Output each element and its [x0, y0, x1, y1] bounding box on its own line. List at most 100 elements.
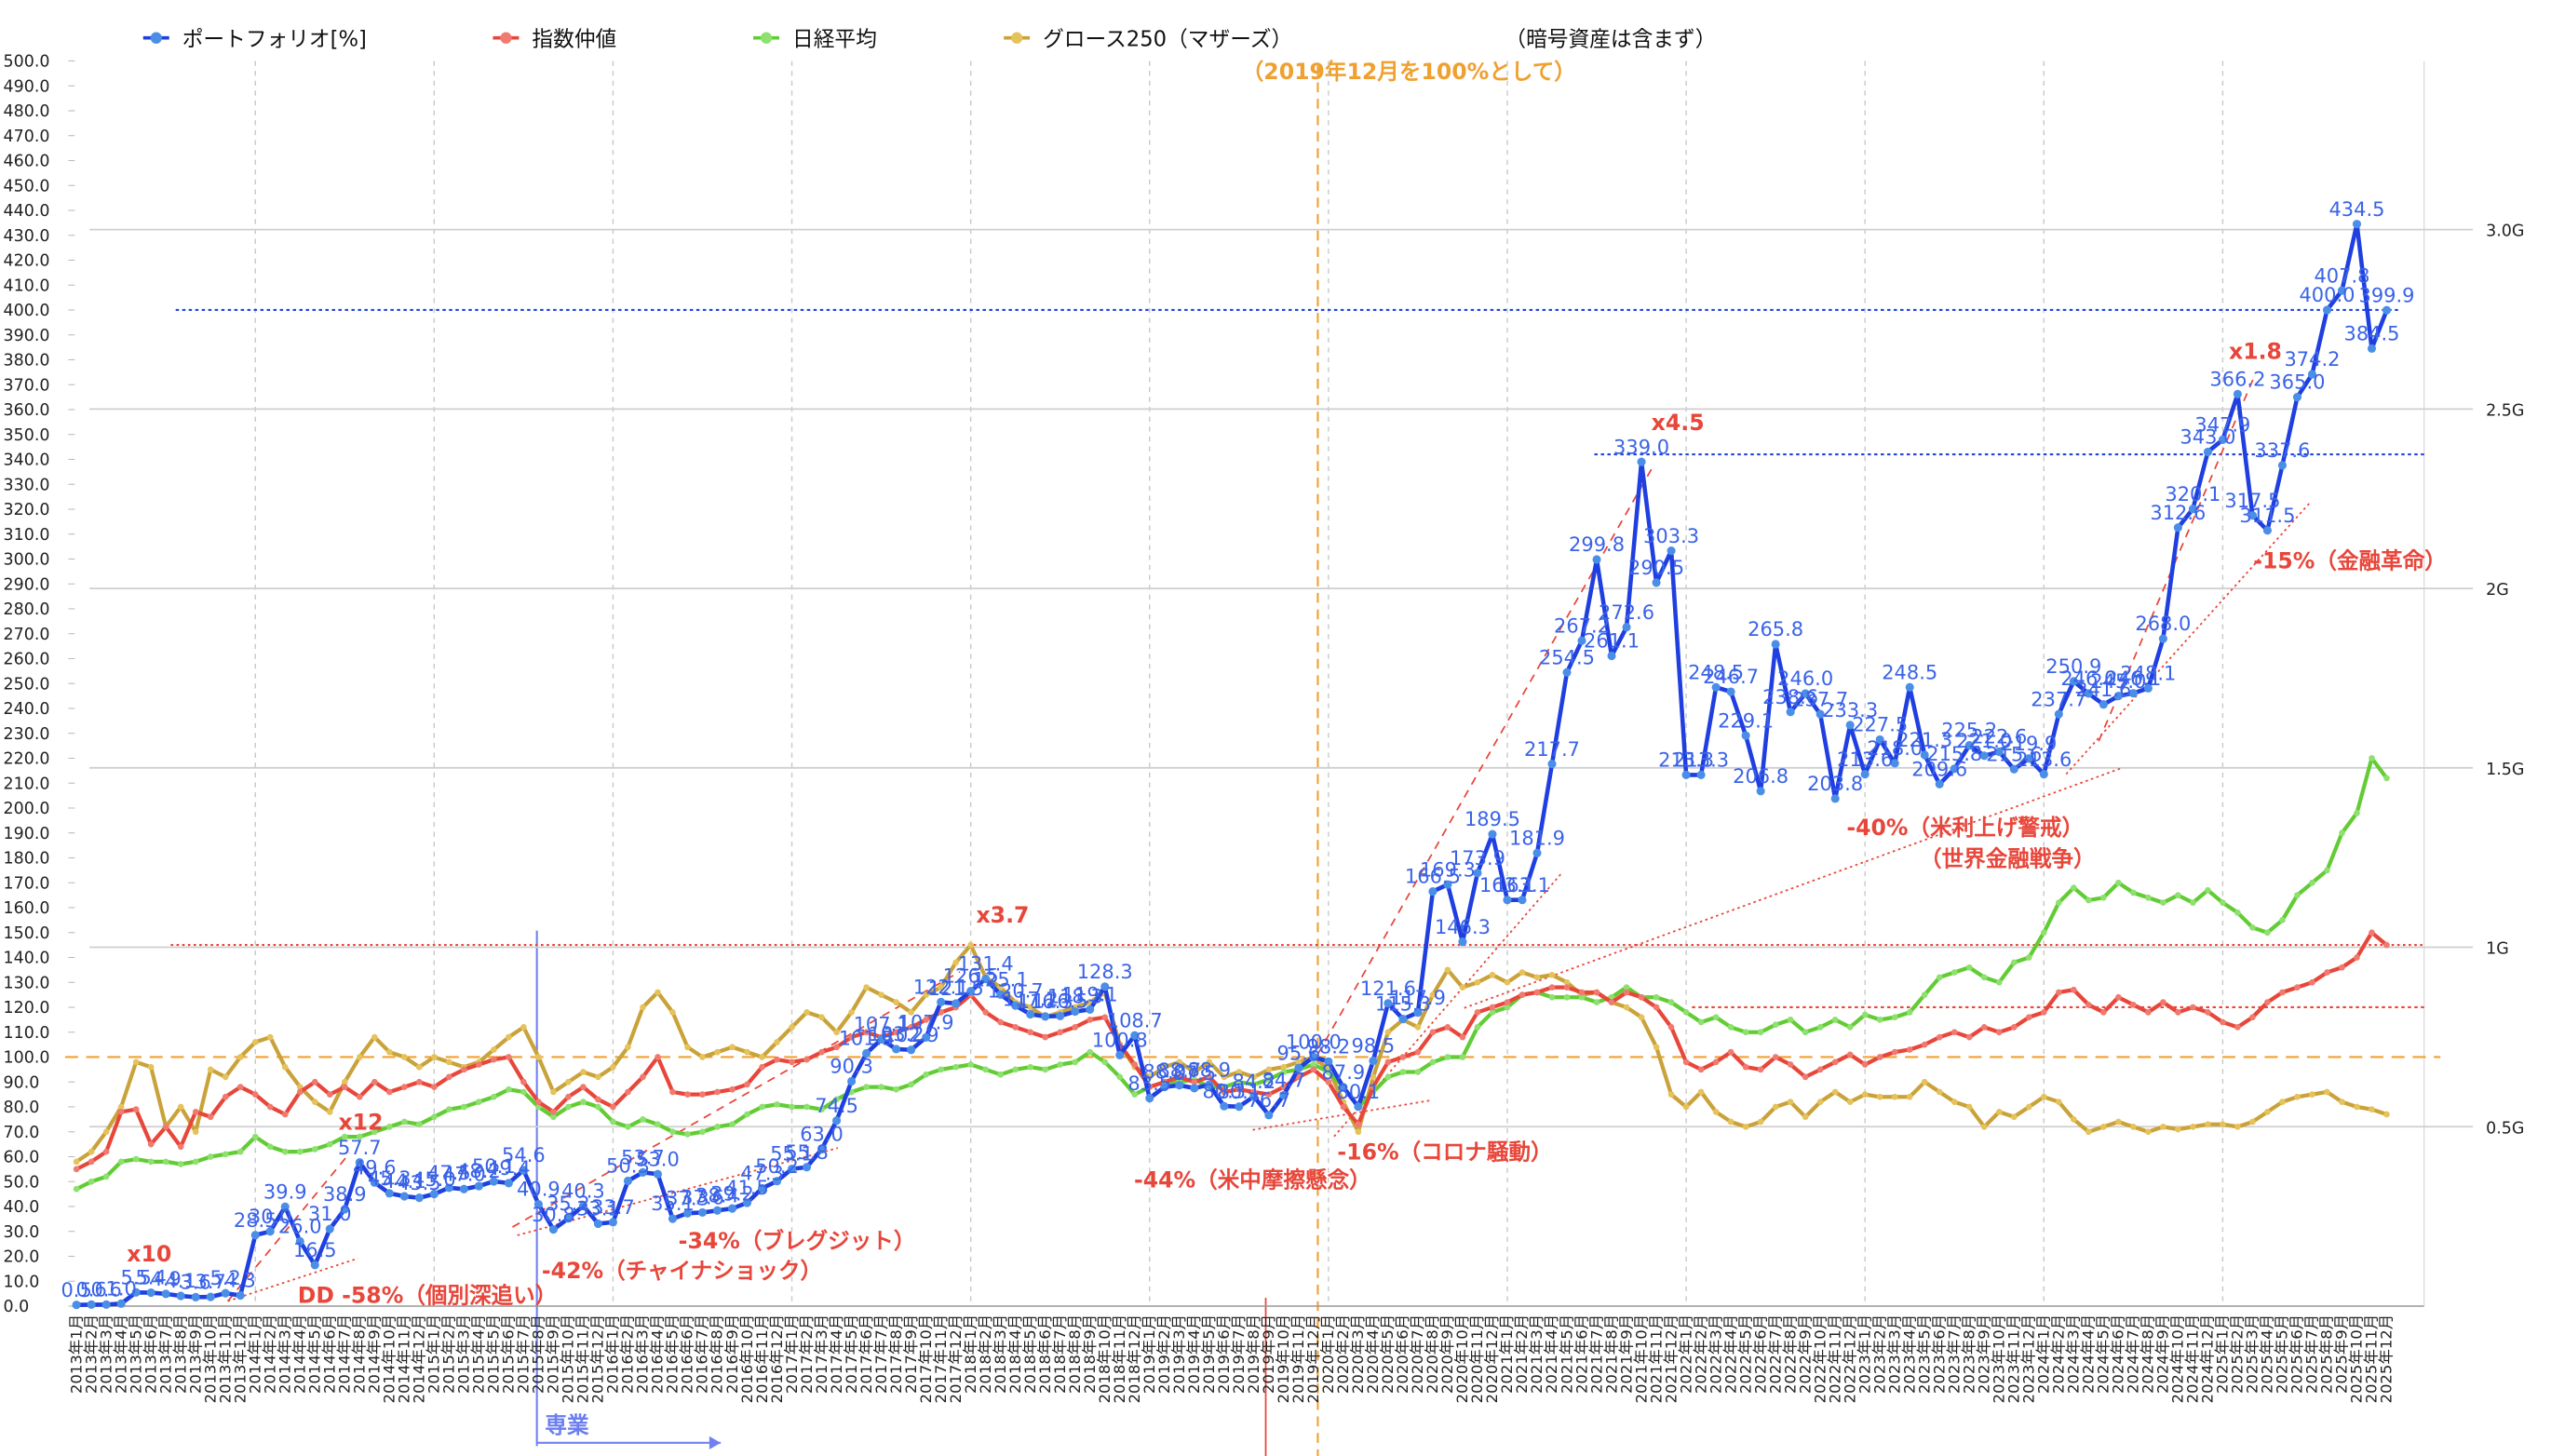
x-tick-label: 2025年4月 — [2259, 1314, 2276, 1394]
series-point — [1444, 966, 1451, 974]
series-point — [2354, 954, 2360, 961]
series-point — [266, 1143, 274, 1151]
data-label: 41.5 — [725, 1176, 769, 1199]
series-point — [1384, 1029, 1392, 1036]
series-point — [1428, 886, 1437, 897]
data-label: 119.1 — [1062, 982, 1118, 1005]
x-tick-label: 2018年3月 — [992, 1314, 1009, 1394]
series-point — [2040, 1093, 2047, 1100]
x-tick-label: 2023年4月 — [1901, 1314, 1919, 1394]
data-label: 33.1 — [576, 1196, 620, 1220]
data-label: 100.0 — [1286, 1031, 1342, 1054]
series-point — [863, 1084, 870, 1090]
data-label: 213.3 — [1658, 748, 1714, 771]
series-point — [2218, 435, 2227, 444]
series-point — [2249, 1118, 2256, 1126]
series-point — [862, 1048, 871, 1058]
y-tick-label: 400.0 — [3, 302, 49, 320]
data-label: 221.0 — [1956, 729, 2012, 752]
series-point — [1399, 1069, 1407, 1075]
series-point — [923, 1071, 929, 1078]
series-point — [1757, 1066, 1764, 1073]
series-point — [1235, 1102, 1244, 1112]
series-point — [1533, 989, 1541, 996]
data-label: 40.9 — [517, 1178, 560, 1201]
series-point — [221, 1288, 230, 1298]
series-point — [2354, 1103, 2360, 1111]
data-label: 53.7 — [621, 1145, 665, 1168]
series-point — [1027, 1063, 1034, 1071]
series-point — [1682, 1008, 1690, 1016]
series-point — [2294, 892, 2301, 898]
x-tick-label: 2020年2月 — [1334, 1314, 1352, 1394]
data-label: 33.7 — [591, 1195, 635, 1219]
series-point — [952, 959, 959, 966]
series-point — [1235, 1069, 1243, 1075]
x-tick-label: 2017年8月 — [887, 1314, 905, 1394]
x-tick-label: 2024年7月 — [2125, 1314, 2142, 1394]
data-label: 265.8 — [1748, 617, 1803, 640]
y-tick-label: 80.0 — [3, 1099, 39, 1117]
series-point — [147, 1140, 155, 1148]
series-point — [1012, 1024, 1019, 1031]
data-label: 317.5 — [2224, 489, 2280, 512]
series-point — [2175, 1008, 2181, 1016]
series-point — [1757, 1029, 1764, 1036]
series-point — [325, 1224, 334, 1234]
series-point — [565, 1078, 572, 1085]
series-point — [1294, 1063, 1303, 1072]
data-label: 83.5 — [1127, 1072, 1171, 1095]
series-point — [1667, 1024, 1675, 1031]
data-label: 50.3 — [606, 1153, 650, 1177]
series-point — [1830, 794, 1840, 803]
data-label: 84.7 — [1262, 1068, 1306, 1091]
data-label: 241.6 — [2075, 678, 2131, 701]
series-point — [147, 1158, 155, 1166]
series-point — [2234, 1124, 2241, 1130]
series-point — [162, 1124, 169, 1130]
series-point — [1324, 1057, 1333, 1066]
series-point — [982, 1008, 989, 1016]
x-tick-label: 2020年1月 — [1319, 1314, 1337, 1394]
data-label: 245.0 — [2090, 669, 2146, 693]
series-point — [1816, 1099, 1824, 1106]
data-label: 227.5 — [1852, 712, 1908, 735]
series-point — [1890, 759, 1899, 768]
series-point — [1474, 1024, 1481, 1031]
series-point — [401, 1118, 408, 1126]
series-point — [593, 1219, 602, 1229]
series-point — [550, 1088, 557, 1096]
series-point — [132, 1106, 140, 1113]
x-tick-label: 2019年10月 — [1275, 1314, 1292, 1404]
series-point — [580, 1084, 587, 1090]
series-point — [1459, 1054, 1466, 1060]
series-point — [1995, 978, 2003, 986]
x-tick-label: 2016年5月 — [664, 1314, 682, 1394]
y-tick-label: 90.0 — [3, 1073, 39, 1092]
series-point — [1741, 731, 1750, 740]
series-point — [2220, 1018, 2226, 1026]
data-label: 121.5 — [928, 977, 984, 1000]
series-point — [565, 1103, 572, 1111]
x-tick-label: 2020年7月 — [1409, 1314, 1426, 1394]
series-point — [1057, 1061, 1064, 1068]
y-tick-label: 220.0 — [3, 750, 49, 769]
x-tick-label: 2023年3月 — [1886, 1314, 1904, 1394]
series-point — [1413, 1008, 1423, 1018]
series-point — [1980, 1124, 1988, 1130]
series-point — [2143, 683, 2153, 693]
series-point — [655, 1121, 661, 1128]
series-point — [1772, 1054, 1779, 1060]
x-tick-label: 2021年2月 — [1513, 1314, 1531, 1394]
series-point — [774, 1100, 780, 1108]
series-point — [1608, 993, 1615, 1001]
series-point — [1697, 1066, 1705, 1073]
series-point — [908, 1008, 914, 1016]
series-point — [2158, 634, 2167, 643]
series-point — [1190, 1084, 1199, 1093]
series-point — [2383, 775, 2390, 782]
series-point — [1086, 1004, 1095, 1014]
series-point — [2279, 1099, 2286, 1106]
trend-line — [2065, 502, 2312, 775]
x-tick-label: 2015年12月 — [589, 1314, 607, 1404]
